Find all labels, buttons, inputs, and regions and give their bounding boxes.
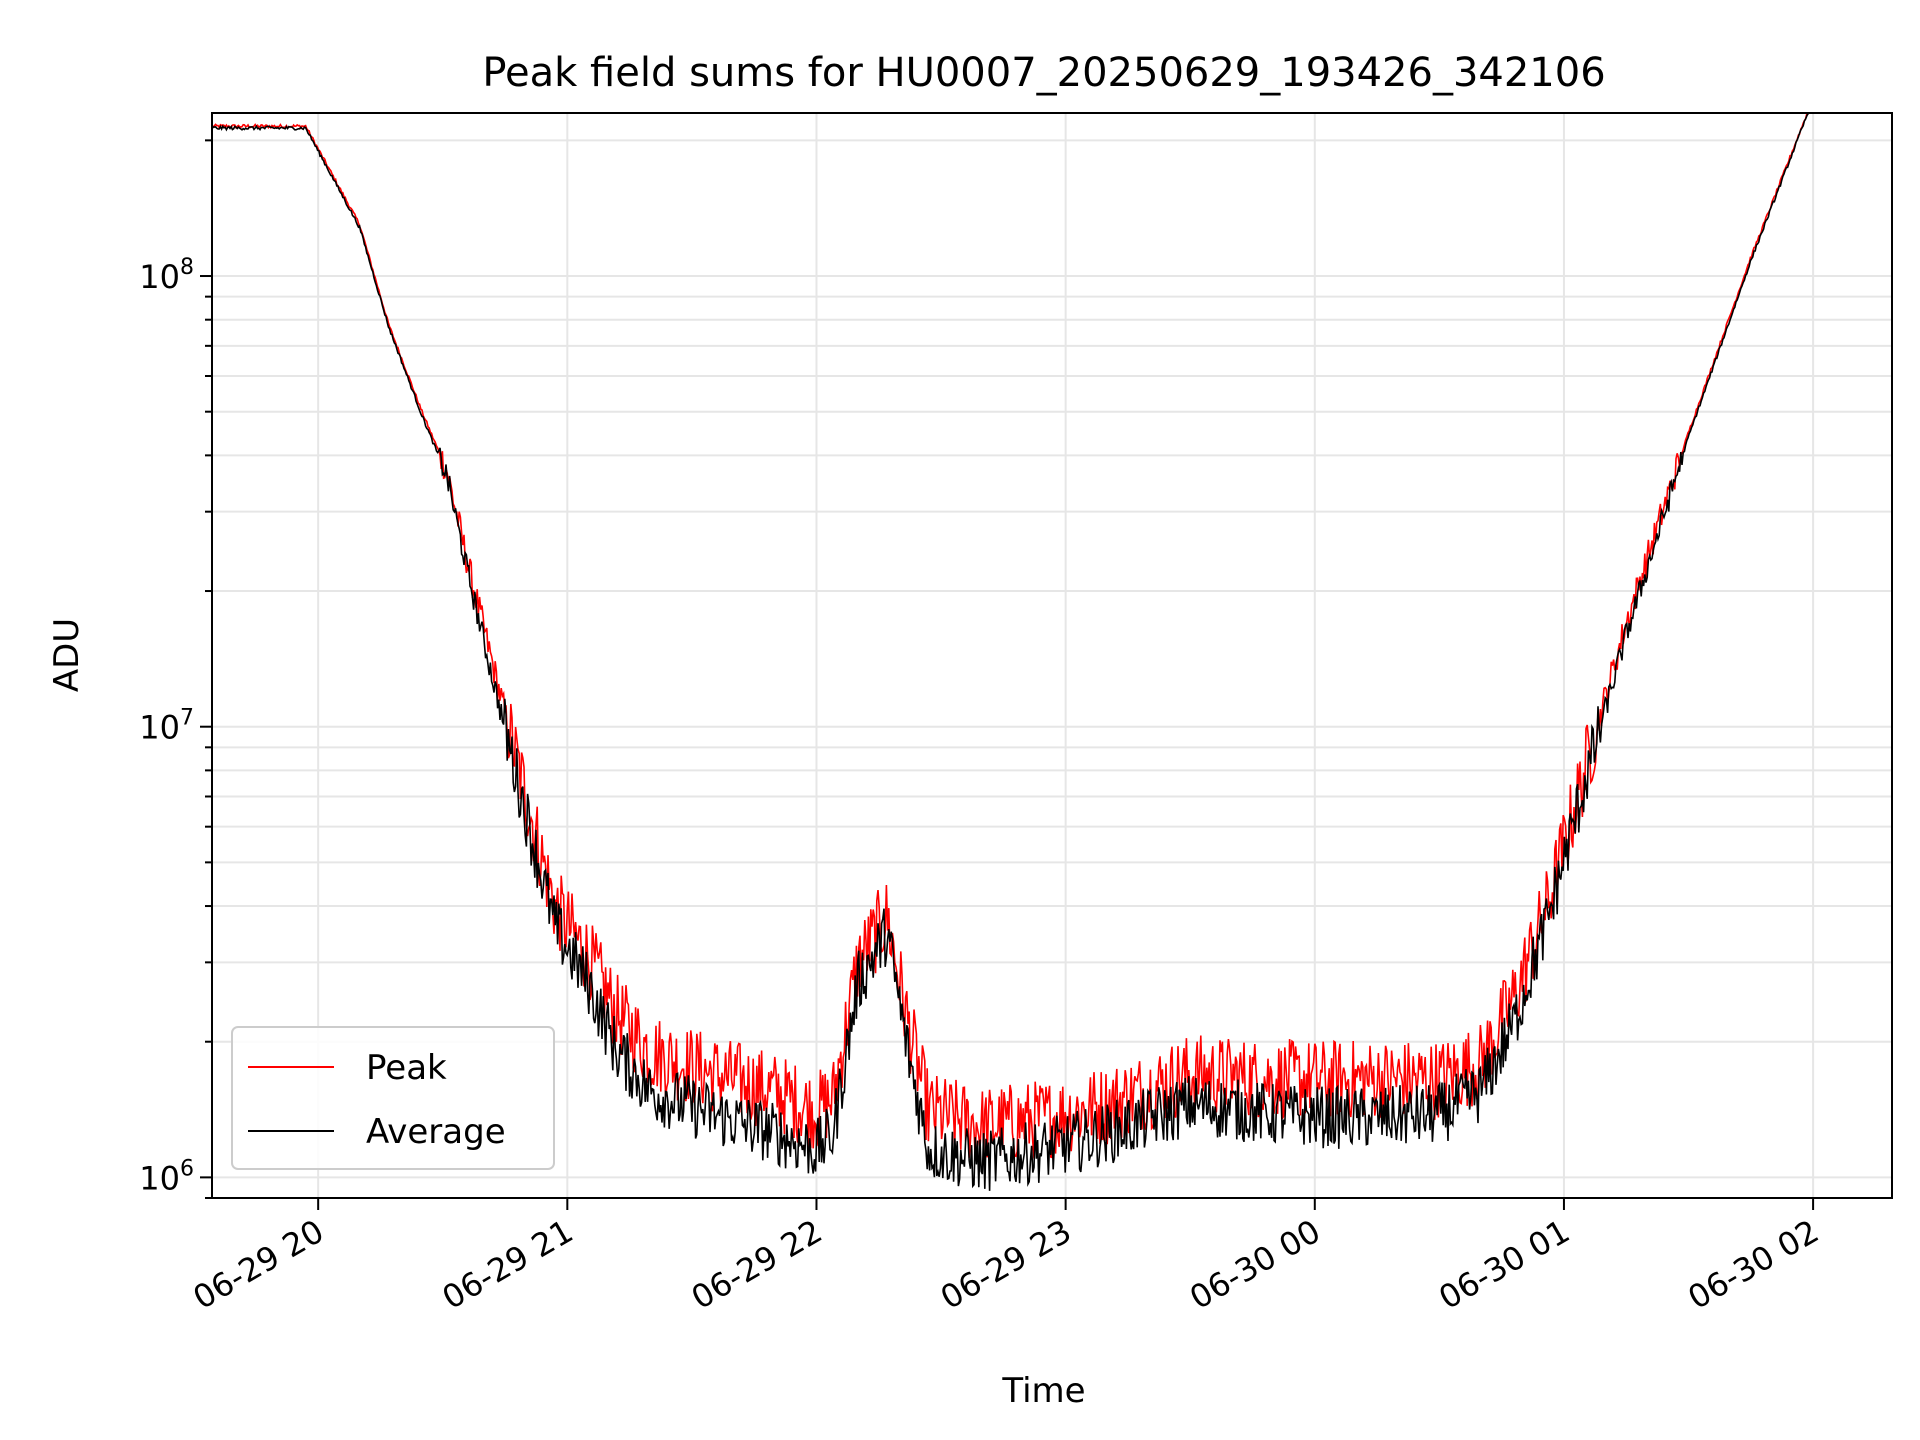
legend-label-average: Average — [366, 1112, 506, 1152]
series-layer — [211, 112, 1892, 1191]
chart-title: Peak field sums for HU0007_20250629_1934… — [482, 50, 1605, 96]
series-line-average — [211, 112, 1892, 1191]
y-tick-label: 108 — [139, 255, 194, 296]
legend-label-peak: Peak — [366, 1048, 447, 1088]
x-axis-label: Time — [1001, 1371, 1085, 1411]
legend-box — [231, 1026, 555, 1170]
y-axis-label: ADU — [47, 618, 87, 692]
series-line-peak — [211, 112, 1892, 1163]
plot-frame — [211, 112, 1893, 1199]
y-tick-label: 106 — [139, 1156, 194, 1197]
grid-lines — [212, 113, 1892, 1199]
y-tick-label: 107 — [139, 706, 194, 747]
legend: Peak Average — [231, 1026, 555, 1170]
